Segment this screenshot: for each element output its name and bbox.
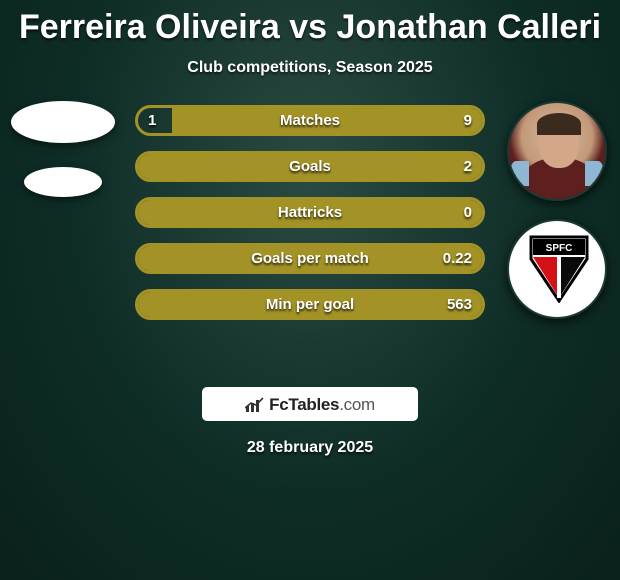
subtitle: Club competitions, Season 2025 [0,59,620,77]
stat-right-value: 2 [464,154,472,179]
stat-bar: 1 Matches 9 [135,105,485,136]
player-left-photo-placeholder [11,101,115,143]
brand-name: FcTables [269,395,339,414]
comparison-panel: SPFC 1 Matches 9 Goals 2 Hattricks 0 [0,105,620,365]
page-title: Ferreira Oliveira vs Jonathan Calleri [0,0,620,47]
brand-badge: FcTables.com [202,387,418,421]
stat-label: Matches [138,108,482,133]
player-right-photo [507,101,607,201]
stat-label: Goals [138,154,482,179]
stat-right-value: 9 [464,108,472,133]
stat-bar: Min per goal 563 [135,289,485,320]
stat-bars: 1 Matches 9 Goals 2 Hattricks 0 Goals pe… [135,105,485,320]
stat-label: Hattricks [138,200,482,225]
stat-bar: Goals 2 [135,151,485,182]
player-left-club-placeholder [24,167,102,197]
svg-text:SPFC: SPFC [546,243,573,254]
stat-right-value: 0 [464,200,472,225]
snapshot-date: 28 february 2025 [0,439,620,457]
stat-right-value: 0.22 [443,246,472,271]
stat-right-value: 563 [447,292,472,317]
stat-label: Min per goal [138,292,482,317]
player-right-club-badge: SPFC [507,219,607,319]
stat-label: Goals per match [138,246,482,271]
stat-bar: Hattricks 0 [135,197,485,228]
player-right-column: SPFC [502,101,612,319]
brand-domain: .com [339,395,375,414]
spfc-shield-icon: SPFC [529,235,589,303]
player-left-column [8,101,118,197]
stat-bar: Goals per match 0.22 [135,243,485,274]
chart-icon [245,397,265,413]
